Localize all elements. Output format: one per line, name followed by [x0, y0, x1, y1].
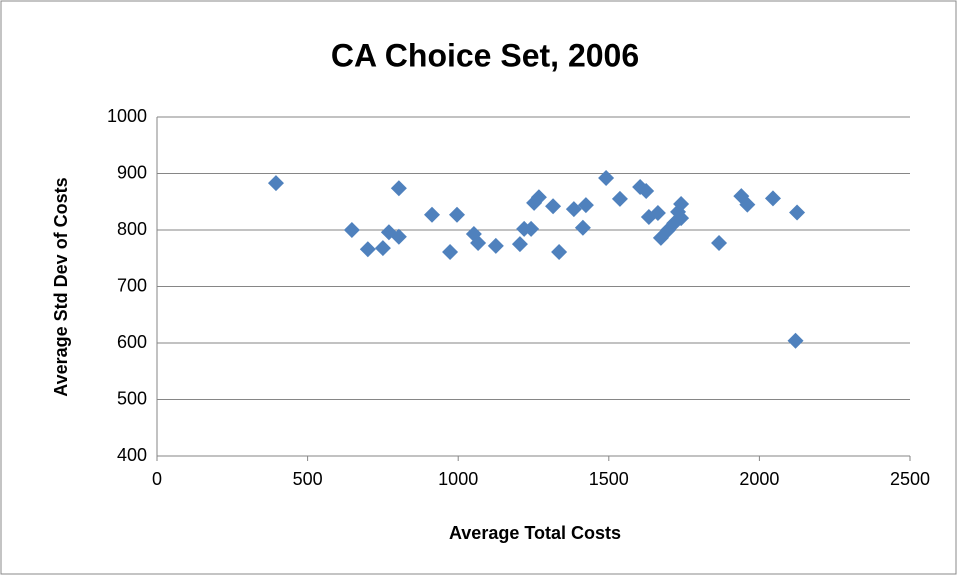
point — [523, 220, 540, 237]
point — [638, 183, 655, 200]
x-tick-label: 2500 — [890, 469, 930, 489]
point — [390, 228, 407, 245]
point — [442, 244, 459, 261]
point — [649, 205, 666, 222]
point — [565, 201, 582, 218]
point — [739, 196, 756, 213]
x-tick-label: 2000 — [739, 469, 779, 489]
point — [574, 219, 591, 236]
point — [470, 234, 487, 251]
point — [530, 189, 547, 206]
x-tick-label: 1000 — [438, 469, 478, 489]
point — [359, 241, 376, 258]
x-tick-label: 0 — [152, 469, 162, 489]
y-axis-label: Average Std Dev of Costs — [51, 177, 71, 396]
point — [390, 180, 407, 197]
point — [343, 222, 360, 238]
point — [764, 190, 781, 207]
point — [611, 190, 628, 207]
y-tick-label: 700 — [117, 275, 147, 295]
point — [545, 198, 562, 215]
point — [673, 210, 690, 227]
point — [711, 234, 728, 251]
point — [448, 206, 465, 223]
x-axis-label: Average Total Costs — [449, 523, 621, 543]
point — [487, 237, 504, 254]
point — [511, 236, 528, 253]
y-tick-label: 400 — [117, 445, 147, 465]
point — [577, 197, 594, 214]
point — [598, 170, 615, 187]
y-tick-label: 800 — [117, 219, 147, 239]
point — [787, 332, 804, 349]
x-tick-label: 1500 — [589, 469, 629, 489]
point — [374, 240, 391, 257]
point — [551, 244, 568, 261]
point — [673, 196, 690, 213]
y-tick-label: 1000 — [107, 106, 147, 126]
x-tick-label: 500 — [293, 469, 323, 489]
point — [267, 175, 284, 192]
point — [789, 204, 806, 221]
y-tick-label: 600 — [117, 332, 147, 352]
point — [423, 206, 440, 223]
chart-title: CA Choice Set, 2006 — [331, 37, 639, 73]
y-tick-label: 500 — [117, 388, 147, 408]
y-tick-label: 900 — [117, 162, 147, 182]
